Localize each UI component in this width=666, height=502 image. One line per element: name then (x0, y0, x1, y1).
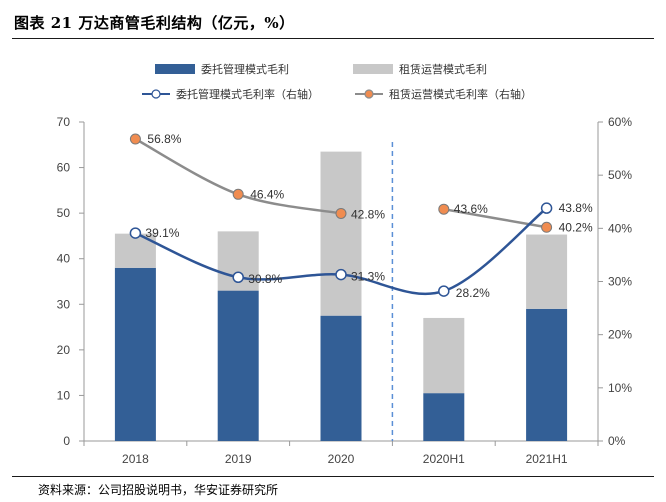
y-tick-label-right-4: 40% (608, 221, 632, 235)
legend-label-3: 租赁运营模式毛利率（右轴） (389, 87, 532, 101)
bar-lease-4 (526, 234, 568, 309)
marker-lease-0 (129, 133, 141, 145)
bar-self-4 (526, 308, 568, 441)
marker-self-3 (438, 285, 450, 297)
bar-self-2 (320, 315, 362, 441)
marker-self-1 (232, 271, 244, 283)
bar-self-1 (217, 290, 259, 441)
x-tick-label-1: 2019 (225, 452, 252, 466)
y-tick-label-left-6: 60 (57, 161, 71, 175)
bar-lease-2 (320, 151, 362, 316)
legend-swatch-1 (353, 64, 393, 74)
marker-lease-1 (232, 188, 244, 200)
y-tick-label-right-2: 20% (608, 328, 632, 342)
legend-label-2: 委托管理模式毛利率（右轴） (176, 87, 319, 101)
legend-label-0: 委托管理模式毛利 (201, 62, 289, 76)
y-tick-label-right-5: 50% (608, 168, 632, 182)
marker-self-0 (129, 227, 142, 239)
y-tick-label-left-1: 10 (57, 388, 71, 402)
y-tick-label-left-2: 20 (57, 343, 71, 357)
marker-self-2 (335, 268, 347, 281)
bar-self-3 (423, 393, 465, 441)
y-tick-label-right-3: 30% (608, 275, 632, 289)
label-lease-0: 56.8% (147, 132, 181, 146)
label-lease-3: 43.6% (454, 202, 488, 216)
label-lease-4: 40.2% (559, 220, 593, 234)
line-lease-annual (134, 137, 342, 215)
x-tick-label-3: 2020H1 (423, 452, 465, 466)
label-self-2: 31.3% (351, 270, 385, 284)
marker-lease-2 (335, 207, 347, 219)
y-tick-label-right-1: 10% (608, 381, 632, 395)
x-tick-label-4: 2021H1 (526, 452, 568, 466)
legend-marker-3 (364, 89, 374, 99)
label-lease-1: 46.4% (250, 187, 284, 201)
bar-lease-3 (423, 317, 465, 394)
label-self-3: 28.2% (456, 286, 490, 300)
source-note: 资料来源：公司招股说明书，华安证券研究所 (38, 483, 279, 497)
bar-self-0 (114, 267, 156, 441)
legend-swatch-0 (155, 64, 195, 74)
label-self-4: 43.8% (559, 201, 593, 215)
y-tick-label-left-5: 50 (57, 206, 71, 220)
y-tick-label-right-6: 60% (608, 115, 632, 129)
line-lease-halfyear (443, 207, 547, 229)
marker-lease-4 (541, 221, 553, 233)
label-lease-2: 42.8% (351, 207, 385, 221)
marker-self-4 (540, 202, 553, 214)
label-self-0: 39.1% (145, 226, 179, 240)
x-tick-label-0: 2018 (122, 452, 149, 466)
y-tick-label-right-0: 0% (608, 434, 626, 448)
label-self-1: 30.8% (248, 272, 282, 286)
bottom-rule (12, 476, 654, 477)
marker-lease-3 (438, 203, 450, 215)
y-tick-label-left-4: 40 (57, 252, 71, 266)
y-tick-label-left-0: 0 (63, 434, 70, 448)
y-tick-label-left-7: 70 (57, 115, 71, 129)
chart-area: 委托管理模式毛利 租赁运营模式毛利委托管理模式毛利率（右轴） 租赁运营模式毛利率（右… (0, 50, 666, 470)
title-rule (12, 38, 654, 39)
legend-label-1: 租赁运营模式毛利 (399, 62, 487, 76)
y-tick-label-left-3: 30 (57, 297, 71, 311)
legend-marker-2 (151, 89, 161, 99)
x-tick-label-2: 2020 (328, 452, 355, 466)
chart-title: 图表 21 万达商管毛利结构（亿元，%） (14, 14, 295, 32)
